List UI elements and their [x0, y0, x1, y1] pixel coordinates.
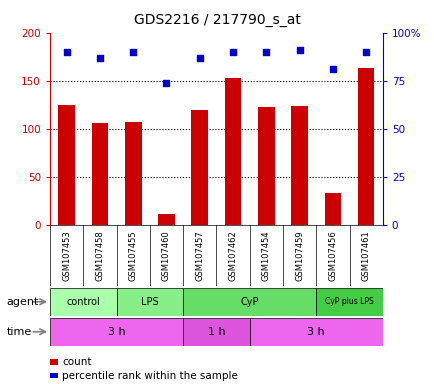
Text: GSM107453: GSM107453 [62, 230, 71, 281]
Text: CyP plus LPS: CyP plus LPS [324, 297, 373, 306]
Bar [257, 107, 274, 225]
Text: GSM107460: GSM107460 [161, 230, 171, 281]
Bar [158, 214, 174, 225]
Text: time: time [7, 327, 32, 337]
Text: GSM107459: GSM107459 [294, 230, 303, 281]
Point [96, 55, 103, 61]
Point [196, 55, 203, 61]
Text: GSM107456: GSM107456 [328, 230, 337, 281]
Bar [357, 68, 374, 225]
Text: 3 h: 3 h [108, 327, 125, 337]
Bar [249, 318, 382, 346]
Bar [50, 288, 116, 316]
Bar [291, 106, 307, 225]
Point [262, 49, 269, 55]
Text: control: control [66, 297, 100, 307]
Text: GDS2216 / 217790_s_at: GDS2216 / 217790_s_at [134, 13, 300, 27]
Text: GSM107462: GSM107462 [228, 230, 237, 281]
Text: GSM107458: GSM107458 [95, 230, 104, 281]
Point [63, 49, 70, 55]
Point [296, 47, 302, 53]
Bar [183, 288, 316, 316]
Point [229, 49, 236, 55]
Text: 3 h: 3 h [307, 327, 324, 337]
Bar [116, 288, 183, 316]
Text: GSM107457: GSM107457 [195, 230, 204, 281]
Text: CyP: CyP [240, 297, 258, 307]
Text: GSM107461: GSM107461 [361, 230, 370, 281]
Bar [316, 288, 382, 316]
Text: count: count [62, 357, 92, 367]
Bar [183, 318, 249, 346]
Text: percentile rank within the sample: percentile rank within the sample [62, 371, 237, 381]
Point [362, 49, 369, 55]
Text: GSM107455: GSM107455 [128, 230, 138, 281]
Bar [191, 111, 207, 225]
Bar [50, 318, 183, 346]
Bar [324, 193, 340, 225]
Bar [92, 123, 108, 225]
Point [329, 66, 335, 72]
Point [129, 49, 136, 55]
Text: agent: agent [7, 297, 39, 307]
Text: LPS: LPS [141, 297, 158, 307]
Bar [125, 122, 141, 225]
Text: GSM107454: GSM107454 [261, 230, 270, 281]
Bar [224, 78, 241, 225]
Text: 1 h: 1 h [207, 327, 225, 337]
Bar [58, 105, 75, 225]
Point [163, 79, 170, 86]
